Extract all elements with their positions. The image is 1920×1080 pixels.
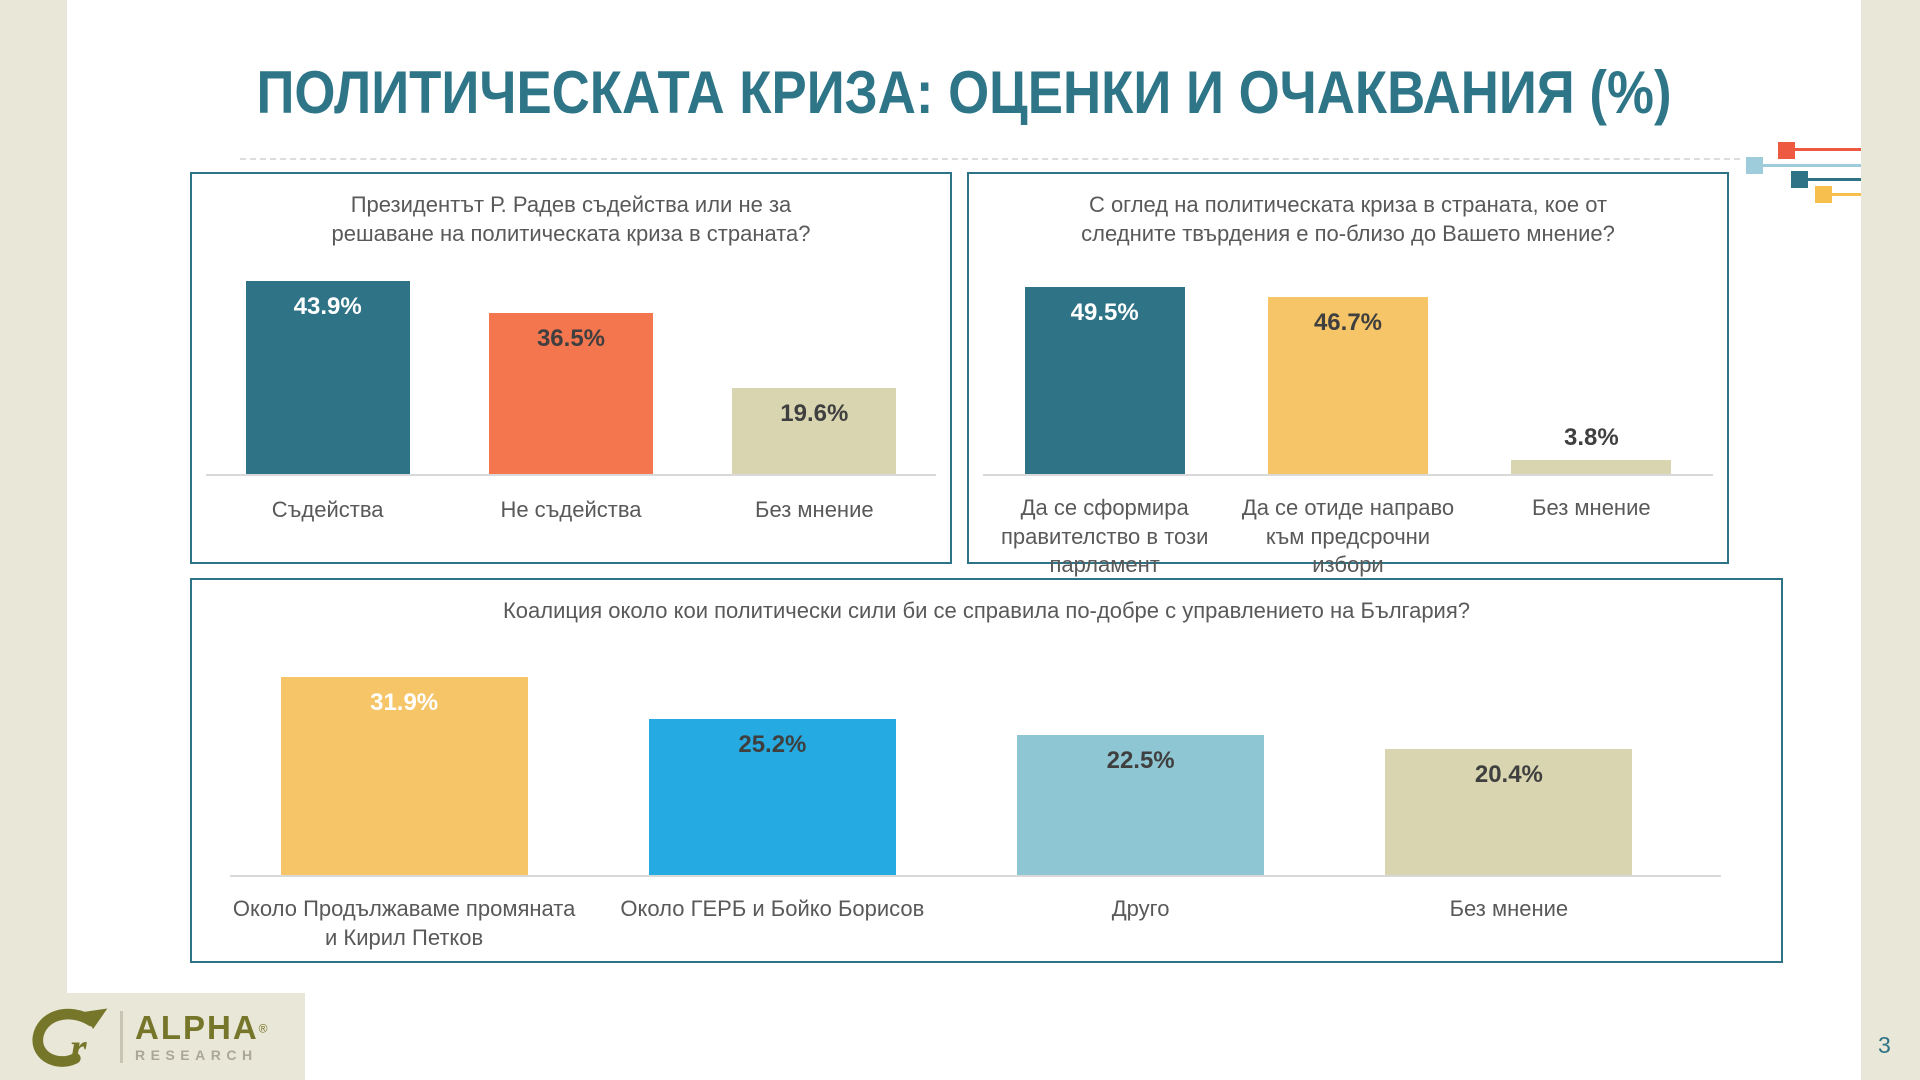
chart-question: Коалиция около кои политически сили би с…	[502, 598, 1470, 623]
category-label: Без мнение	[1449, 896, 1569, 921]
light-blue-square-line	[1763, 164, 1861, 167]
bar-value-label: 19.6%	[780, 400, 849, 427]
x-axis-line	[230, 875, 1721, 877]
category-label: Около ГЕРБ и Бойко Борисов	[620, 896, 925, 921]
logo-sub-text: RESEARCH	[135, 1047, 258, 1063]
bar-value-label: 3.8%	[1563, 424, 1619, 451]
category-label: Около Продължаваме промяната и Кирил Пет…	[232, 896, 576, 950]
bar: 49.5%	[1024, 287, 1185, 474]
chart-panel-crisis-opinion: С оглед на политическата криза в странат…	[967, 172, 1729, 577]
bar: 36.5%	[488, 313, 653, 474]
bar: 25.2%	[648, 719, 896, 875]
category-labels-row: Да се сформира правителство в този парла…	[983, 494, 1713, 580]
red-square-icon	[1778, 142, 1795, 159]
bar: 19.6%	[732, 388, 897, 474]
bar-column: 31.9%	[220, 635, 588, 875]
category-label: Без мнение	[1532, 495, 1651, 520]
registered-mark-icon: ®	[258, 1021, 268, 1036]
yellow-square-icon	[1815, 186, 1832, 203]
logo-divider	[120, 1010, 123, 1063]
bar-column: 20.4%	[1325, 635, 1693, 875]
bars-row: 43.9% 36.5% 19.6%	[206, 239, 936, 474]
bar-value-label: 49.5%	[1070, 299, 1139, 326]
bar: 46.7%	[1267, 297, 1428, 474]
bar-column: 43.9%	[206, 239, 449, 474]
svg-text:r: r	[70, 1024, 87, 1068]
chart-question: С оглед на политическата криза в странат…	[1081, 192, 1615, 247]
bar-value-label: 36.5%	[536, 325, 606, 352]
category-label: Без мнение	[755, 497, 874, 522]
page-number: 3	[1878, 1032, 1891, 1058]
yellow-square-line	[1832, 193, 1861, 196]
chart-question: Президентът Р. Радев съдейства или не за…	[331, 192, 811, 247]
bar-column: 46.7%	[1226, 239, 1469, 474]
teal-square-icon	[1791, 171, 1808, 188]
bar-column: 22.5%	[957, 635, 1325, 875]
x-axis-line	[206, 474, 936, 476]
bar: 31.9%	[280, 677, 528, 875]
dashed-guide-line	[240, 158, 1740, 160]
bar-column: 3.8%	[1470, 239, 1713, 474]
x-axis-line	[983, 474, 1713, 476]
bar: 20.4%	[1385, 749, 1633, 875]
bar: 43.9%	[245, 281, 410, 474]
bar-value-label: 22.5%	[1106, 747, 1175, 774]
logo-brand-text: ALPHA	[135, 1009, 259, 1046]
category-label: Да се сформира правителство в този парла…	[1000, 495, 1209, 578]
category-label: Не съдейства	[500, 497, 642, 522]
bar-value-label: 31.9%	[370, 689, 439, 716]
alpha-research-logo-icon: r	[32, 1008, 108, 1069]
left-margin-strip	[0, 0, 67, 1080]
chart-panel-radev: Президентът Р. Радев съдейства или не за…	[190, 172, 952, 564]
category-label: Друго	[1111, 896, 1170, 921]
category-label: Съдейства	[271, 497, 384, 522]
bar-column: 25.2%	[588, 635, 956, 875]
bar-value-label: 43.9%	[293, 293, 362, 320]
bar-column: 36.5%	[449, 239, 692, 474]
bar-value-label: 20.4%	[1474, 761, 1543, 788]
category-labels-row: Съдейства Не съдейства Без мнение	[206, 496, 936, 525]
bar: 22.5%	[1017, 735, 1265, 875]
bar-value-label: 25.2%	[738, 731, 807, 758]
slide-title: ПОЛИТИЧЕСКАТА КРИЗА: ОЦЕНКИ И ОЧАКВАНИЯ …	[256, 59, 1672, 127]
right-margin-strip	[1861, 0, 1920, 1080]
red-square-line	[1795, 148, 1861, 151]
bars-row: 49.5% 46.7% 3.8%	[983, 239, 1713, 474]
category-label: Да се отиде направо към предсрочни избор…	[1241, 495, 1455, 578]
alpha-research-logo: r ALPHA® RESEARCH	[0, 993, 305, 1080]
bar	[1511, 460, 1672, 474]
chart-panel-coalition: Коалиция около кои политически сили би с…	[190, 578, 1783, 963]
light-blue-square-icon	[1746, 157, 1763, 174]
bar-value-label: 46.7%	[1313, 309, 1383, 336]
teal-square-line	[1808, 178, 1861, 181]
bars-row: 31.9% 25.2% 22.5% 20.4%	[220, 635, 1693, 875]
category-labels-row: Около Продължаваме промяната и Кирил Пет…	[220, 895, 1693, 952]
bar-column: 19.6%	[693, 239, 936, 474]
bar-column: 49.5%	[983, 239, 1226, 474]
